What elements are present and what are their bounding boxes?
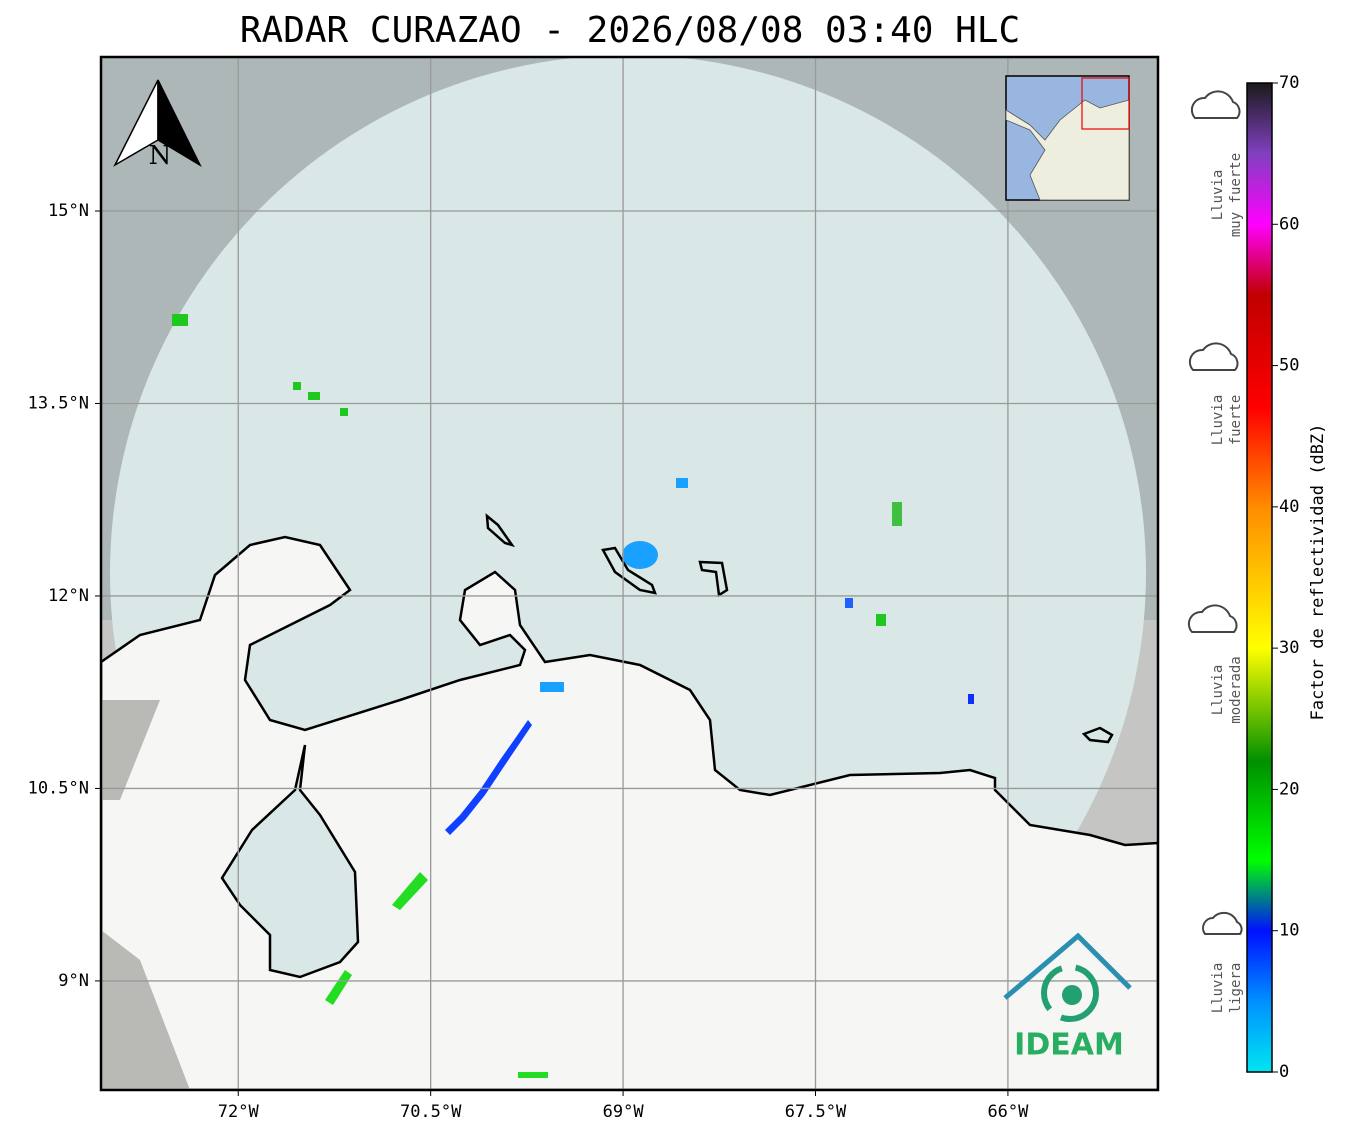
echo: [676, 478, 688, 488]
inset-map: [1005, 75, 1130, 201]
curacao: [601, 546, 657, 595]
y-tick-label: 15°N: [48, 201, 89, 221]
y-tick-label: 10.5°N: [28, 778, 89, 798]
echo: [392, 872, 428, 910]
rain-level-label: Lluvia: [1210, 665, 1226, 716]
land-outside: [101, 700, 190, 1090]
rain-level-label: Lluvia: [1210, 963, 1226, 1014]
echo: [622, 541, 658, 569]
radar-echoes: [172, 314, 974, 1078]
north-label: N: [149, 141, 172, 171]
echo: [445, 720, 532, 835]
logo-roof: [1003, 932, 1132, 1000]
x-tick-label: 70.5°W: [400, 1102, 462, 1122]
colorbar-tick-label: 0: [1279, 1062, 1289, 1082]
echo: [340, 408, 348, 416]
echo: [845, 598, 853, 608]
colorbar-label: Factor de reflectividad (dBZ): [1308, 424, 1328, 721]
bonaire: [698, 560, 729, 598]
colorbar-tick-label: 10: [1279, 921, 1299, 941]
rain-level-label: moderada: [1228, 656, 1244, 723]
colorbar-tick-label: 40: [1279, 497, 1299, 517]
lake-maracaibo: [220, 744, 360, 979]
rain-level-label: ligera: [1228, 963, 1244, 1014]
logo-text: IDEAM: [1014, 1028, 1124, 1063]
north-arrow: N: [113, 79, 202, 171]
echo: [518, 1072, 548, 1078]
map-frame: [99, 55, 1160, 1092]
x-tick-label: 69°W: [603, 1102, 645, 1122]
colorbar-tick-label: 60: [1279, 214, 1299, 234]
echo: [968, 694, 974, 704]
island: [1081, 726, 1114, 744]
aruba: [485, 513, 516, 548]
cloud-icon: [1188, 342, 1239, 371]
title: RADAR CURAZAO - 2026/08/08 03:40 HLC: [240, 10, 1020, 51]
echo: [892, 502, 902, 526]
cloud-icon: [1187, 604, 1238, 633]
echo: [325, 970, 352, 1005]
land: [101, 535, 1158, 1090]
echo: [876, 614, 886, 626]
echo: [172, 314, 188, 326]
y-tick-label: 13.5°N: [28, 393, 89, 413]
grid: [101, 57, 1158, 1090]
x-tick-label: 72°W: [218, 1102, 260, 1122]
colorbar-tick-label: 20: [1279, 779, 1299, 799]
north-arrow-right: [157, 79, 202, 167]
inset-extent: [1081, 77, 1130, 130]
colorbar-tick-label: 30: [1279, 638, 1299, 658]
colorbar-tick-label: 70: [1279, 73, 1299, 93]
rain-level-label: muy fuerte: [1228, 153, 1244, 237]
rain-level-label: fuerte: [1228, 395, 1244, 446]
rain-level-label: Lluvia: [1210, 170, 1226, 221]
logo-swirl: [1041, 964, 1099, 1022]
echo: [540, 682, 564, 692]
rain-level-label: Lluvia: [1210, 395, 1226, 446]
colorbar: [1246, 82, 1273, 1073]
cloud-icon: [1190, 90, 1241, 119]
colorbar-tick-label: 50: [1279, 356, 1299, 376]
y-tick-label: 12°N: [48, 586, 89, 606]
echo: [308, 392, 320, 400]
logo-eye: [1062, 985, 1082, 1005]
rain-icons: [1187, 90, 1243, 935]
echo: [293, 382, 301, 390]
x-tick-label: 66°W: [987, 1102, 1029, 1122]
inset-land: [1005, 99, 1130, 201]
y-tick-label: 9°N: [58, 971, 89, 991]
ideam-logo: IDEAM: [1003, 932, 1132, 1063]
map: N IDEAM: [101, 57, 1158, 1090]
x-tick-label: 67.5°W: [785, 1102, 847, 1122]
cloud-icon: [1202, 911, 1243, 935]
